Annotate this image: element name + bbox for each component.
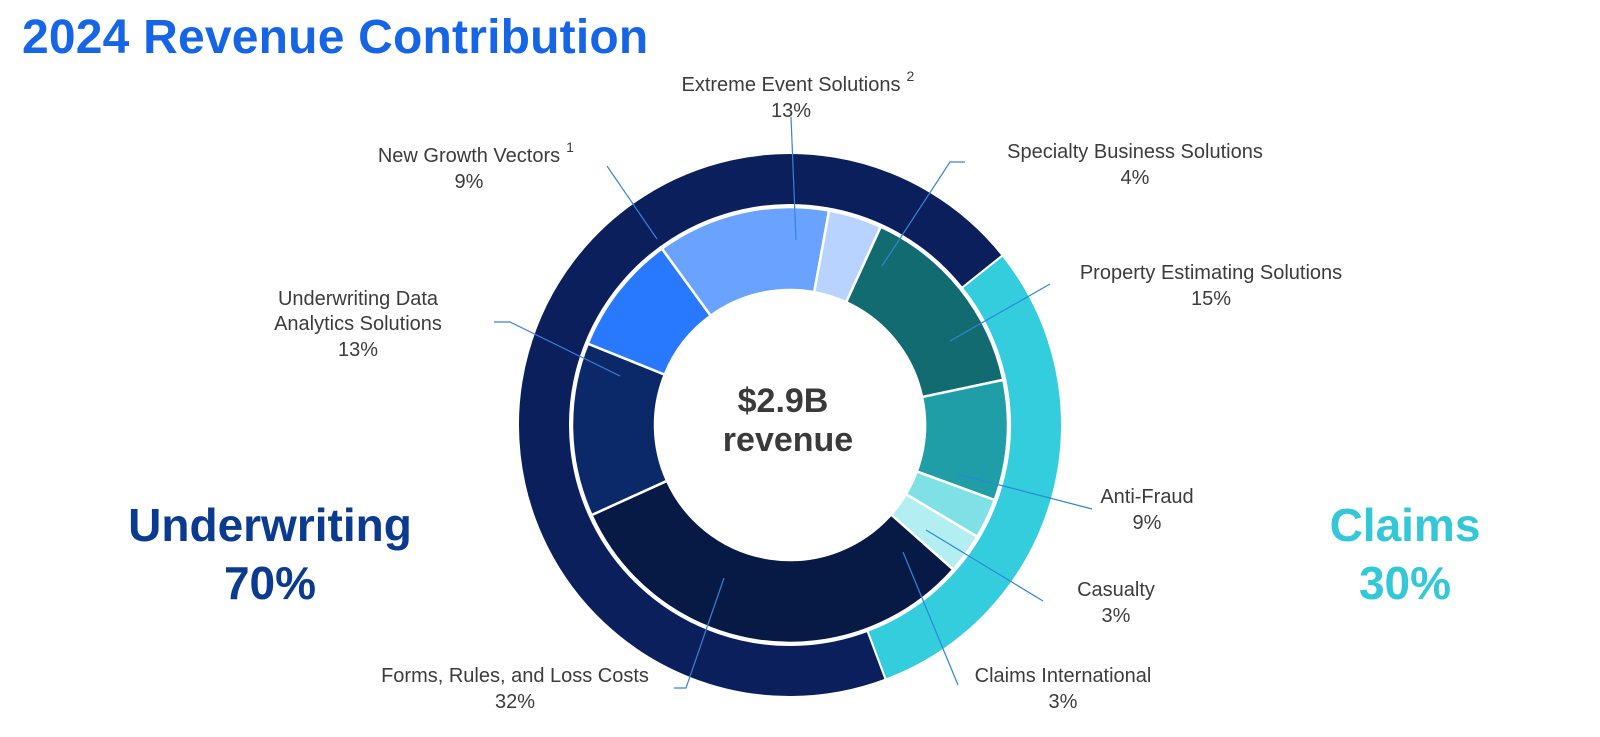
value-label-forms-rules-and-loss-costs: 32% [495,691,535,713]
label-underwriting-data-analytics-solutions-line2: Analytics Solutions [274,313,442,335]
leader-lines [494,116,1093,689]
label-extreme-event-solutions: Extreme Event Solutions [682,74,901,96]
footnote-new-growth-vectors: 1 [566,139,574,155]
underwriting-label: Underwriting [128,499,412,551]
leader-specialty-business-solutions [881,161,965,267]
leader-underwriting-data-analytics-solutions [494,321,621,377]
label-new-growth-vectors: New Growth Vectors [378,145,560,167]
value-label-new-growth-vectors: 9% [455,171,484,193]
leader-extreme-event-solutions [790,116,797,241]
center-total: $2.9B [738,382,829,420]
label-specialty-business-solutions: Specialty Business Solutions [1007,141,1263,163]
label-forms-rules-and-loss-costs: Forms, Rules, and Loss Costs [381,665,649,687]
label-claims-international: Claims International [975,665,1152,687]
outer-ring [517,152,1063,698]
label-casualty: Casualty [1077,579,1155,601]
leader-forms-rules-and-loss-costs [674,577,725,689]
outer-slice-underwriting [517,152,1004,698]
leader-property-estimating-solutions [949,283,1051,342]
claims-pct: 30% [1358,556,1452,609]
leader-anti-fraud [956,473,1093,510]
value-label-property-estimating-solutions: 15% [1191,288,1231,310]
page-title: 2024 Revenue Contribution [22,11,649,64]
label-anti-fraud: Anti-Fraud [1100,486,1193,508]
label-property-estimating-solutions: Property Estimating Solutions [1080,262,1342,284]
leader-claims-international [902,551,959,686]
inner-slice-new-growth-vectors [586,246,713,377]
label-underwriting-data-analytics-solutions-line1: Underwriting Data [278,288,439,310]
underwriting-group-label: Underwriting 70% [110,497,430,612]
leader-casualty [925,529,1044,602]
value-label-underwriting-data-analytics-solutions: 13% [338,339,378,361]
footnote-extreme-event-solutions: 2 [907,68,915,84]
value-label-casualty: 3% [1102,605,1131,627]
inner-slice-forms-rules-and-loss-costs [589,479,955,645]
segment-labels: Extreme Event Solutions 213%Specialty Bus… [274,68,1342,713]
claims-group-label: Claims 30% [1300,497,1510,612]
center-caption: revenue [723,421,853,459]
value-label-anti-fraud: 9% [1133,512,1162,534]
underwriting-pct: 70% [223,556,317,609]
claims-label: Claims [1329,499,1481,551]
value-label-extreme-event-solutions: 13% [771,100,811,122]
inner-ring [570,205,1010,645]
value-label-claims-international: 3% [1049,691,1078,713]
value-label-specialty-business-solutions: 4% [1121,167,1150,189]
leader-new-growth-vectors [606,165,658,240]
